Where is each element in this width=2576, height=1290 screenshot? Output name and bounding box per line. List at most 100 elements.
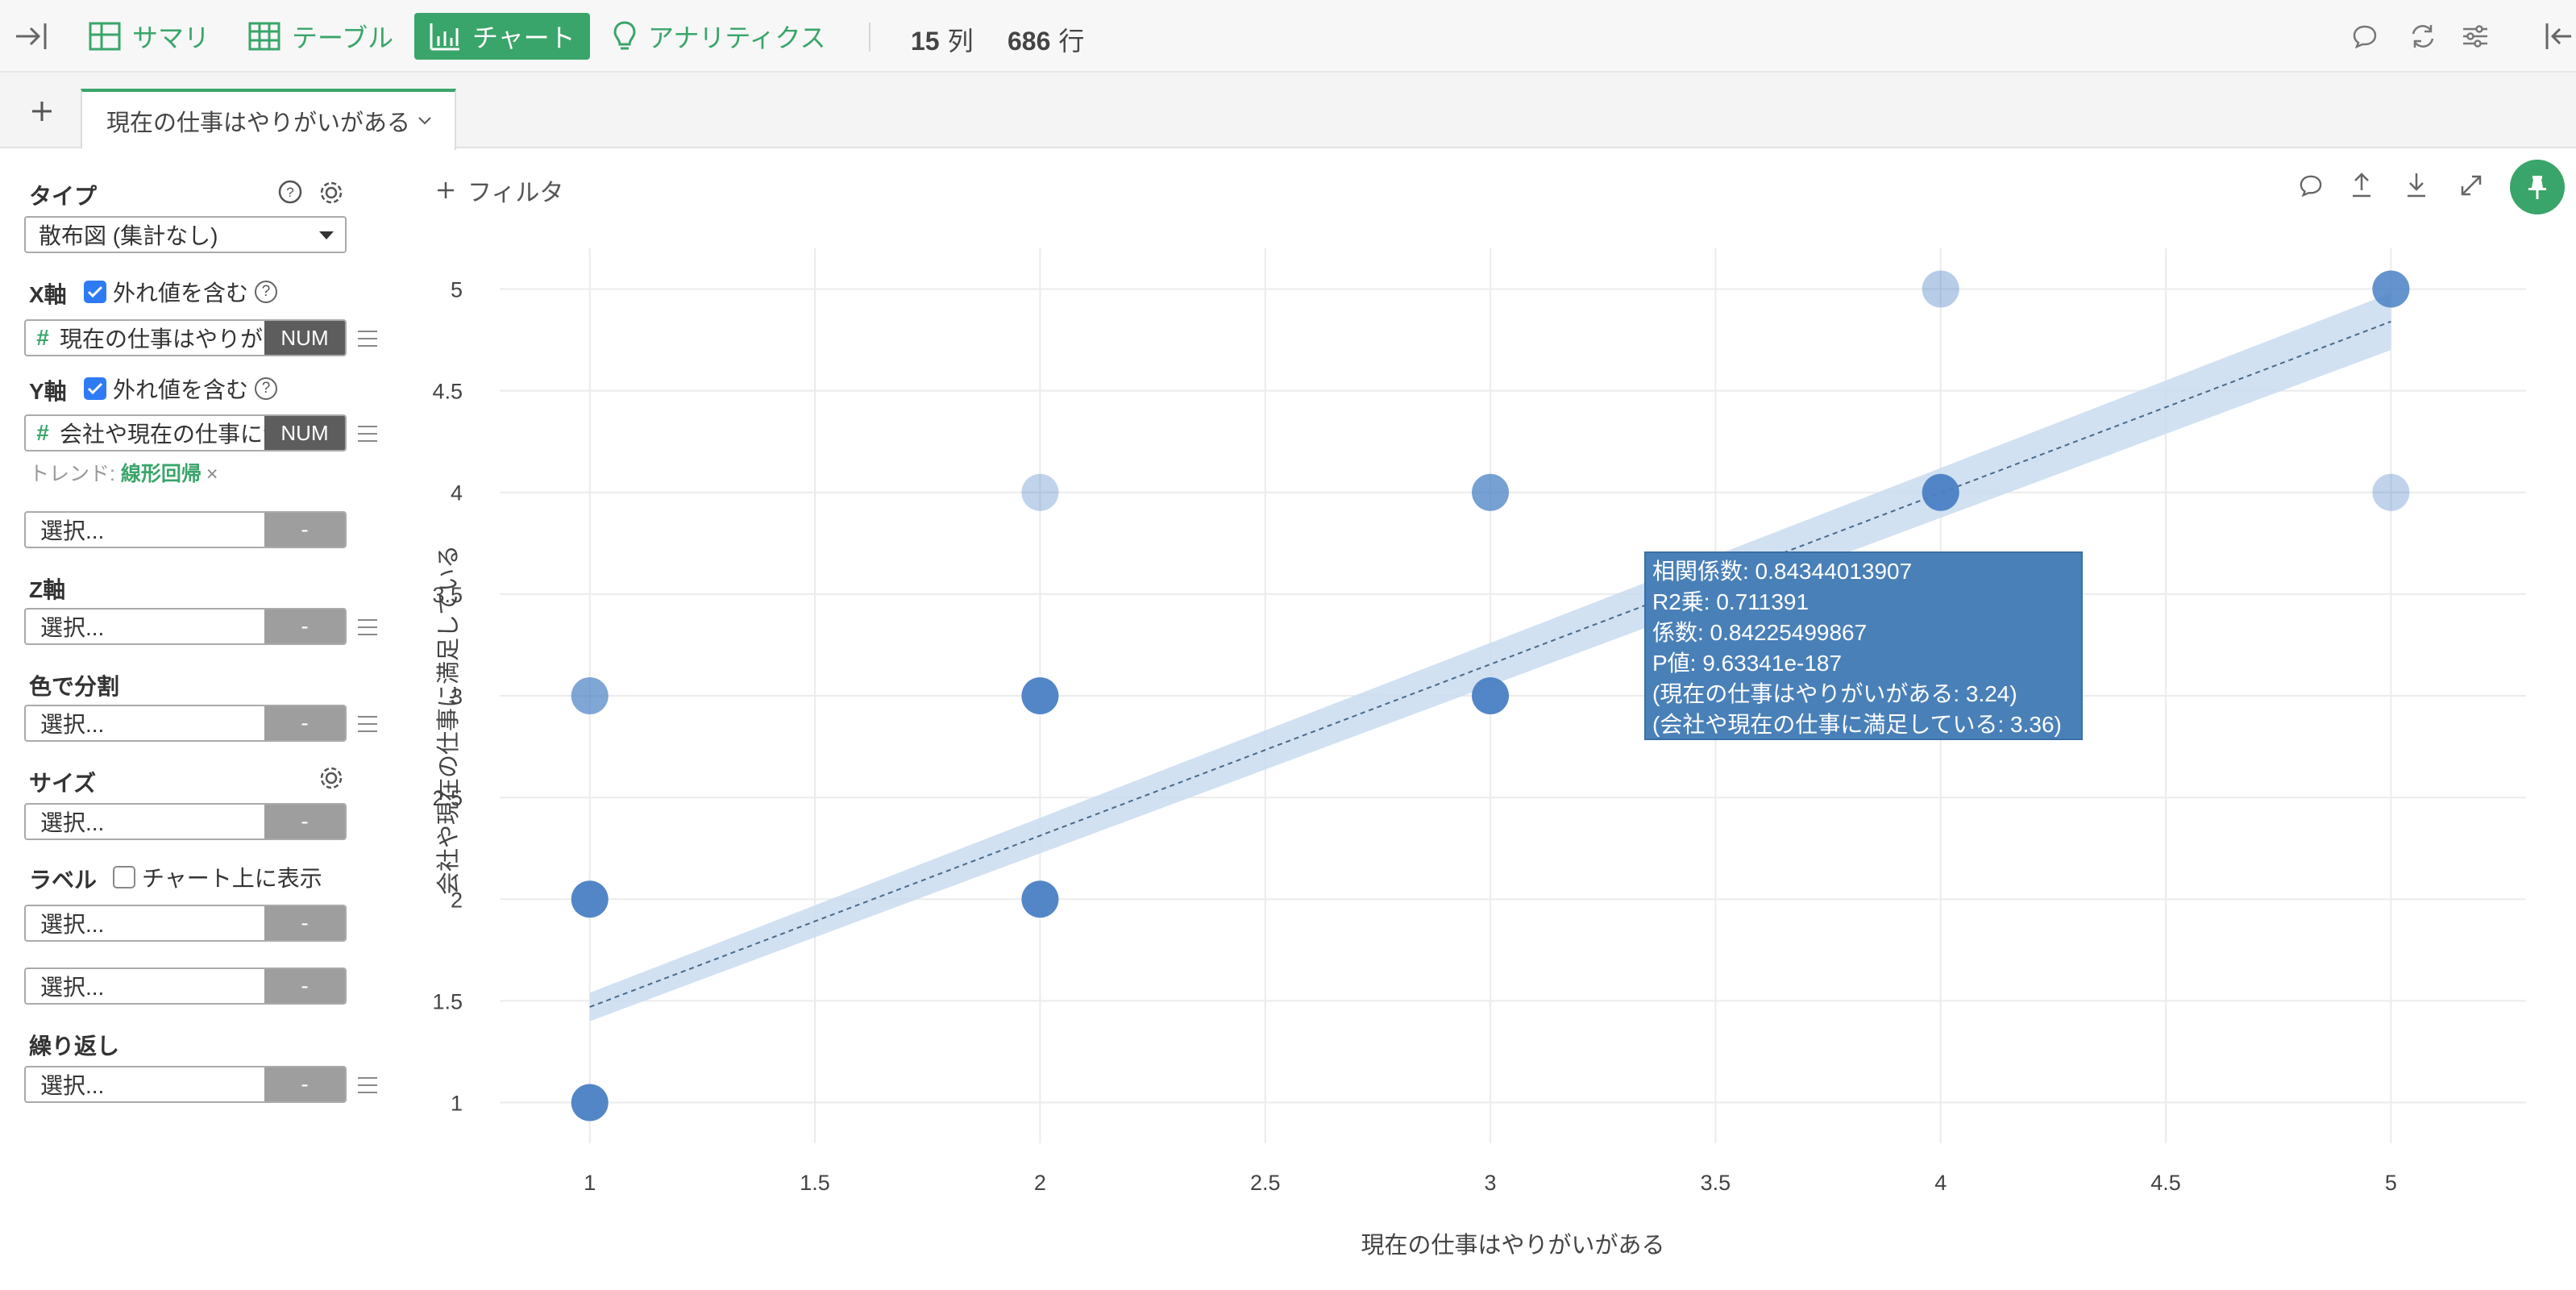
repeat-value: - (264, 1067, 345, 1101)
y-axis-menu-icon[interactable] (358, 426, 377, 442)
y-outliers-checkbox[interactable] (84, 377, 106, 400)
label-select[interactable]: 選択... - (24, 905, 347, 942)
dropdown-arrow-icon (319, 231, 334, 239)
help-icon[interactable]: ? (255, 377, 278, 400)
bar-chart-icon (430, 23, 459, 51)
x-axis-title: 現在の仕事はやりがいがある (1361, 1232, 1664, 1259)
x-axis-type-badge: NUM (264, 321, 345, 355)
data-point (571, 1084, 609, 1121)
y-tick-label: 5 (451, 277, 463, 302)
y-axis-field[interactable]: # 会社や現在の仕事に満足している NUM (24, 414, 347, 452)
table-icon (248, 22, 280, 51)
x-tick-label: 5 (2385, 1171, 2397, 1195)
nav-chart[interactable]: チャート (414, 13, 590, 60)
label-2-value: - (264, 969, 345, 1003)
chart-tab-bar: 現在の仕事はやりがいがある (0, 73, 2576, 150)
nav-table[interactable]: テーブル (234, 13, 408, 60)
help-icon[interactable]: ? (277, 179, 303, 205)
y-tick-label: 3.5 (432, 583, 463, 607)
extra-select-placeholder: 選択... (40, 518, 105, 543)
label-2-placeholder: 選択... (40, 975, 105, 1000)
show-on-chart-label: チャート上に表示 (142, 866, 322, 891)
repeat-menu-icon[interactable] (358, 1077, 377, 1093)
filter-button[interactable]: フィルタ (435, 173, 563, 208)
svg-text:?: ? (286, 185, 293, 200)
extra-select-value: - (264, 513, 345, 547)
download-icon[interactable] (2405, 171, 2428, 198)
chart-type-value: 散布図 (集計なし) (39, 223, 218, 248)
tooltip-x-value: (現在の仕事はやりがいがある: 3.24) (1652, 681, 2017, 706)
pin-button[interactable] (2510, 160, 2565, 214)
show-on-chart-checkbox[interactable] (113, 866, 135, 888)
y-axis-field-name: 会社や現在の仕事に満足している (60, 422, 264, 447)
y-outliers-label: 外れ値を含む (113, 377, 249, 402)
nav-analytics-label: アナリティクス (648, 23, 826, 52)
data-point (2372, 473, 2410, 511)
pin-icon (2528, 176, 2546, 199)
x-axis-menu-icon[interactable] (358, 331, 377, 347)
chevron-down-icon (418, 117, 431, 125)
help-icon[interactable]: ? (255, 281, 278, 303)
data-point (571, 880, 609, 918)
checkmark-icon (87, 285, 103, 298)
size-select[interactable]: 選択... - (24, 803, 347, 840)
tab-active-chart[interactable]: 現在の仕事はやりがいがある (81, 89, 456, 150)
trend-line (589, 320, 2391, 1008)
extra-select[interactable]: 選択... - (24, 511, 347, 548)
color-split-label: 色で分割 (29, 674, 120, 699)
nav-summary[interactable]: サマリ (74, 13, 224, 60)
gear-icon[interactable] (318, 179, 345, 206)
x-outliers-label: 外れ値を含む (113, 281, 249, 306)
chart-type-select[interactable]: 散布図 (集計なし) (24, 216, 347, 253)
upload-icon[interactable] (2350, 171, 2373, 198)
settings-sliders-icon[interactable] (2462, 24, 2489, 48)
refresh-icon[interactable] (2408, 23, 2437, 50)
nav-summary-label: サマリ (132, 23, 210, 52)
z-axis-select[interactable]: 選択... - (24, 608, 347, 645)
collapse-sidebar-icon[interactable] (15, 21, 48, 52)
tooltip-r-squared: R2乗: 0.711391 (1652, 589, 1809, 614)
gear-icon[interactable] (318, 764, 345, 792)
scatter-chart[interactable]: 1 1.5 2 2.5 3 3.5 4 4.5 5 1 1.5 2 2.5 3 3.5 4 4.5 5 現在の仕事は… (419, 234, 2547, 1290)
x-tick-label: 4.5 (2150, 1171, 2181, 1195)
y-axis-label: Y軸 (29, 379, 67, 404)
tooltip-correlation: 相関係数: 0.84344013907 (1652, 559, 1913, 584)
label-select-2[interactable]: 選択... - (24, 968, 347, 1005)
fullscreen-icon[interactable] (2458, 173, 2484, 198)
y-tick-label: 4.5 (432, 380, 463, 404)
checkmark-icon (87, 382, 103, 395)
x-include-outliers[interactable]: 外れ値を含む ? (84, 276, 278, 308)
label-label: ラベル (29, 868, 98, 893)
trend-remove-icon[interactable]: × (206, 463, 218, 485)
comment-icon[interactable] (2299, 174, 2323, 197)
color-split-select[interactable]: 選択... - (24, 705, 347, 742)
tooltip-p-value: P値: 9.63341e-187 (1652, 651, 1843, 676)
size-label: サイズ (29, 771, 97, 796)
top-toolbar: サマリ テーブル チャート アナリティクス 15 列 686 行 (0, 0, 2576, 73)
data-point (2372, 270, 2410, 308)
tab-active-chart-label: 現在の仕事はやりがいがある (106, 110, 411, 136)
x-tick-label: 1.5 (800, 1171, 830, 1195)
data-point (1472, 473, 1510, 511)
x-outliers-checkbox[interactable] (84, 281, 106, 303)
data-point (1021, 677, 1059, 714)
repeat-select[interactable]: 選択... - (24, 1066, 347, 1103)
y-include-outliers[interactable]: 外れ値を含む ? (84, 372, 278, 405)
nav-analytics[interactable]: アナリティクス (598, 13, 840, 60)
comment-icon[interactable] (2352, 24, 2378, 48)
data-point (1021, 473, 1059, 511)
size-placeholder: 選択... (40, 810, 105, 835)
label-placeholder: 選択... (40, 912, 105, 937)
x-tick-label: 4 (1934, 1171, 1947, 1195)
add-tab-icon[interactable] (23, 92, 61, 131)
show-on-chart[interactable]: チャート上に表示 (113, 861, 322, 893)
color-split-menu-icon[interactable] (358, 716, 377, 732)
expand-panel-icon[interactable] (2544, 21, 2573, 52)
y-tick-label: 2.5 (432, 786, 463, 810)
x-axis-field[interactable]: # 現在の仕事はやりがいがある NUM (24, 319, 347, 356)
z-axis-menu-icon[interactable] (358, 619, 377, 635)
data-point (1021, 880, 1059, 918)
trend-value[interactable]: 線形回帰 (120, 463, 202, 485)
numeric-hash-icon: # (36, 325, 49, 350)
nav-table-label: テーブル (292, 23, 394, 52)
